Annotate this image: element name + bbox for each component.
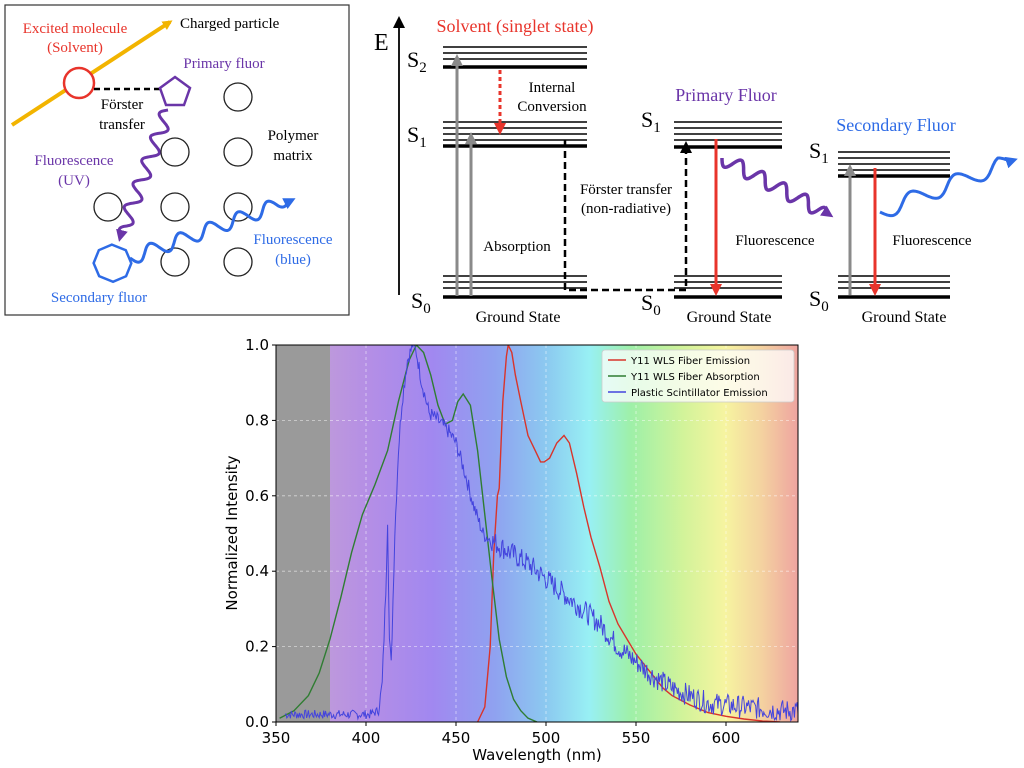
- internal-conversion-label-line1: Internal: [529, 80, 576, 96]
- uv-region-band: [276, 345, 330, 722]
- visible-spectrum-background: [276, 345, 798, 722]
- secondary-fluor-heptagon: [92, 243, 133, 284]
- panel-b-energy-diagram: E Solvent (singlet state) S2 S1 S0 Inter…: [374, 16, 1018, 326]
- s1-label-primary: S1: [641, 107, 661, 136]
- y-tick-label: 0.2: [245, 638, 269, 656]
- primary-fluor-label: Primary fluor: [183, 56, 264, 72]
- polymer-label-line1: Polymer: [268, 128, 319, 144]
- forster-transfer-path: [563, 140, 692, 292]
- forster-label-line2: transfer: [99, 117, 145, 133]
- solvent-singlet-title: Solvent (singlet state): [437, 16, 594, 37]
- polymer-circle: [160, 192, 190, 222]
- chart-series: [279, 345, 798, 722]
- s0-label-solvent: S0: [411, 288, 431, 317]
- s1-label-solvent: S1: [407, 122, 427, 151]
- x-tick-label: 450: [442, 729, 471, 747]
- s1-label-secondary: S1: [809, 138, 829, 167]
- internal-conversion-label-line2: Conversion: [517, 99, 587, 115]
- fluorescence-uv-label-line2: (UV): [58, 173, 90, 189]
- secondary-fluor-label: Secondary fluor: [51, 290, 147, 306]
- series-line-2: [284, 345, 798, 722]
- blue-fluorescence-photon: [129, 198, 296, 264]
- legend-entry: Y11 WLS Fiber Absorption: [630, 372, 760, 383]
- solvent-label: (Solvent): [47, 40, 103, 56]
- s1-letter: S: [407, 122, 419, 147]
- panel-c-spectra-chart: 350 400 450 500 550 600 0.0 0.2 0.4 0.6 0.8 1.0 Wav…: [223, 336, 799, 764]
- y-tick-label: 0.6: [245, 487, 269, 505]
- primary-fluorescence-label: Fluorescence: [735, 233, 814, 249]
- fluorescence-uv-label-line1: Fluorescence: [34, 153, 113, 169]
- absorption-label: Absorption: [483, 239, 551, 255]
- chart-ticks: 350 400 450 500 550 600 0.0 0.2 0.4 0.6 0.8 1.0: [245, 336, 740, 747]
- y-tick-label: 0.0: [245, 713, 269, 731]
- s0-subscript: 0: [821, 299, 829, 315]
- series-line-1: [279, 345, 538, 722]
- s1-letter: S: [641, 107, 653, 132]
- primary-fluor-title: Primary Fluor: [675, 85, 777, 105]
- secondary-fluor-title: Secondary Fluor: [836, 115, 955, 135]
- primary-fluor-pentagon: [158, 75, 192, 107]
- charged-particle-label: Charged particle: [180, 16, 280, 32]
- polymer-circle: [223, 247, 253, 277]
- x-tick-label: 500: [532, 729, 561, 747]
- fluorescence-blue-label-line1: Fluorescence: [253, 232, 332, 248]
- chart-legend: Y11 WLS Fiber Emission Y11 WLS Fiber Abso…: [601, 349, 795, 403]
- energy-axis-label: E: [374, 30, 389, 56]
- forster-b-label-line1: Förster transfer: [580, 182, 672, 198]
- primary-levels: [674, 121, 782, 299]
- s1-subscript: 1: [653, 120, 661, 136]
- x-tick-label: 350: [262, 729, 291, 747]
- s1-letter: S: [809, 138, 821, 163]
- s0-letter: S: [809, 286, 821, 311]
- y-tick-label: 1.0: [245, 336, 269, 354]
- secondary-levels: [838, 151, 950, 299]
- s1-subscript: 1: [821, 151, 829, 167]
- s0-letter: S: [641, 290, 653, 315]
- polymer-circle: [223, 137, 253, 167]
- legend-box: [601, 349, 795, 403]
- series-line-0: [476, 345, 781, 722]
- s0-subscript: 0: [653, 303, 661, 319]
- panel-a-scintillation-schematic: Charged particle Excited molecule (Solve…: [4, 4, 350, 316]
- polymer-circle: [160, 247, 190, 277]
- polymer-label-line2: matrix: [273, 148, 313, 164]
- s2-label: S2: [407, 47, 427, 76]
- ground-state-label-primary: Ground State: [687, 309, 772, 326]
- s2-subscript: 2: [419, 60, 427, 76]
- excited-molecule-label: Excited molecule: [23, 21, 128, 37]
- s2-letter: S: [407, 47, 419, 72]
- primary-emission-photon: [720, 158, 834, 218]
- x-axis-label: Wavelength (nm): [472, 746, 602, 764]
- x-tick-label: 550: [622, 729, 651, 747]
- s0-letter: S: [411, 288, 423, 313]
- secondary-emission-photon: [879, 156, 1018, 218]
- ground-state-label-secondary: Ground State: [862, 309, 947, 326]
- uv-fluorescence-photon: [116, 108, 170, 242]
- x-tick-label: 400: [352, 729, 381, 747]
- y-tick-label: 0.4: [245, 562, 269, 580]
- fluorescence-blue-label-line2: (blue): [275, 252, 311, 268]
- y-axis-label: Normalized Intensity: [223, 455, 241, 610]
- polymer-circle: [93, 192, 123, 222]
- s1-subscript: 1: [419, 135, 427, 151]
- secondary-fluorescence-label: Fluorescence: [892, 233, 971, 249]
- polymer-circle: [223, 82, 253, 112]
- polymer-circle: [160, 137, 190, 167]
- forster-label-line1: Förster: [101, 97, 144, 113]
- legend-entry: Y11 WLS Fiber Emission: [630, 356, 750, 367]
- s0-subscript: 0: [423, 301, 431, 317]
- x-tick-label: 600: [712, 729, 741, 747]
- s0-label-primary: S0: [641, 290, 661, 319]
- forster-b-label-line2: (non-radiative): [581, 201, 671, 217]
- s0-label-secondary: S0: [809, 286, 829, 315]
- solvent-molecule: [62, 66, 96, 100]
- ground-state-label-solvent: Ground State: [476, 309, 561, 326]
- y-tick-label: 0.8: [245, 411, 269, 429]
- chart-frame: [275, 344, 799, 723]
- polymer-matrix-circles: [93, 82, 253, 277]
- legend-entry: Plastic Scintillator Emission: [631, 388, 768, 399]
